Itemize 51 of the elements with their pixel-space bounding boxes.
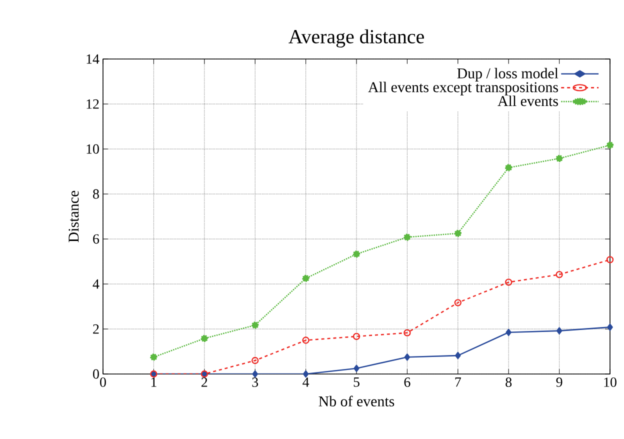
y-tick-label: 14 — [86, 54, 100, 64]
y-axis-title: Distance — [68, 190, 79, 242]
x-tick-label: 6 — [404, 378, 410, 387]
point — [505, 278, 512, 286]
x-axis-title: Nb of events — [318, 396, 394, 406]
point — [252, 356, 259, 364]
legend-label: Dup / loss model — [457, 68, 558, 82]
x-tick-label: 5 — [354, 378, 360, 387]
x-tick-label: 9 — [556, 378, 562, 387]
x-tick-label: 7 — [455, 378, 461, 387]
point — [556, 154, 563, 162]
point — [404, 353, 410, 361]
point — [454, 230, 462, 238]
point — [606, 256, 614, 264]
x-tick-label: 2 — [202, 378, 208, 387]
point — [455, 352, 461, 360]
point — [556, 327, 562, 334]
point — [506, 328, 512, 336]
x-tick-label: 1 — [151, 378, 156, 387]
x-tick-label: 0 — [100, 378, 106, 387]
point — [556, 270, 563, 278]
y-tick-label: 10 — [86, 144, 99, 154]
legend-label: All events except transpositions — [368, 82, 558, 96]
point — [251, 322, 259, 329]
y-tick-label: 2 — [93, 324, 99, 334]
legend-label: All events — [498, 96, 558, 106]
x-tick-label: 4 — [302, 378, 310, 387]
point — [302, 274, 310, 282]
point — [404, 234, 411, 241]
y-tick-label: 4 — [92, 279, 100, 289]
point — [352, 332, 360, 340]
y-tick-label: 0 — [93, 369, 99, 379]
y-tick-label: 6 — [93, 234, 100, 244]
point — [200, 334, 208, 342]
x-tick-label: 8 — [506, 378, 512, 387]
chart-title: Average distance — [288, 29, 424, 48]
point — [252, 370, 258, 378]
x-tick-label: 3 — [252, 378, 258, 387]
point — [504, 164, 512, 172]
point — [404, 329, 411, 336]
point — [354, 364, 360, 372]
point — [606, 142, 614, 149]
point — [352, 250, 360, 258]
point — [607, 324, 613, 331]
point — [454, 299, 462, 306]
y-tick-label: 12 — [86, 99, 99, 109]
point — [302, 336, 310, 344]
point — [302, 370, 309, 378]
x-tick-label: 10 — [604, 378, 616, 387]
y-tick-label: 8 — [93, 189, 99, 199]
point — [150, 353, 158, 361]
